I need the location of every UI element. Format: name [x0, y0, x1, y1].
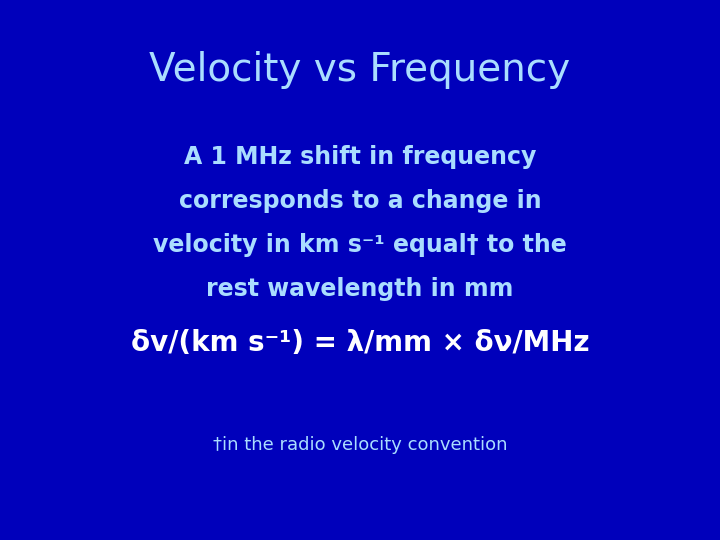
Text: A 1 MHz shift in frequency: A 1 MHz shift in frequency	[184, 145, 536, 168]
Text: rest wavelength in mm: rest wavelength in mm	[207, 278, 513, 301]
Text: Velocity vs Frequency: Velocity vs Frequency	[150, 51, 570, 89]
Text: δv/(km s⁻¹) = λ/mm × δν/MHz: δv/(km s⁻¹) = λ/mm × δν/MHz	[131, 329, 589, 357]
Text: †in the radio velocity convention: †in the radio velocity convention	[212, 436, 508, 455]
Text: corresponds to a change in: corresponds to a change in	[179, 189, 541, 213]
Text: velocity in km s⁻¹ equal† to the: velocity in km s⁻¹ equal† to the	[153, 233, 567, 257]
